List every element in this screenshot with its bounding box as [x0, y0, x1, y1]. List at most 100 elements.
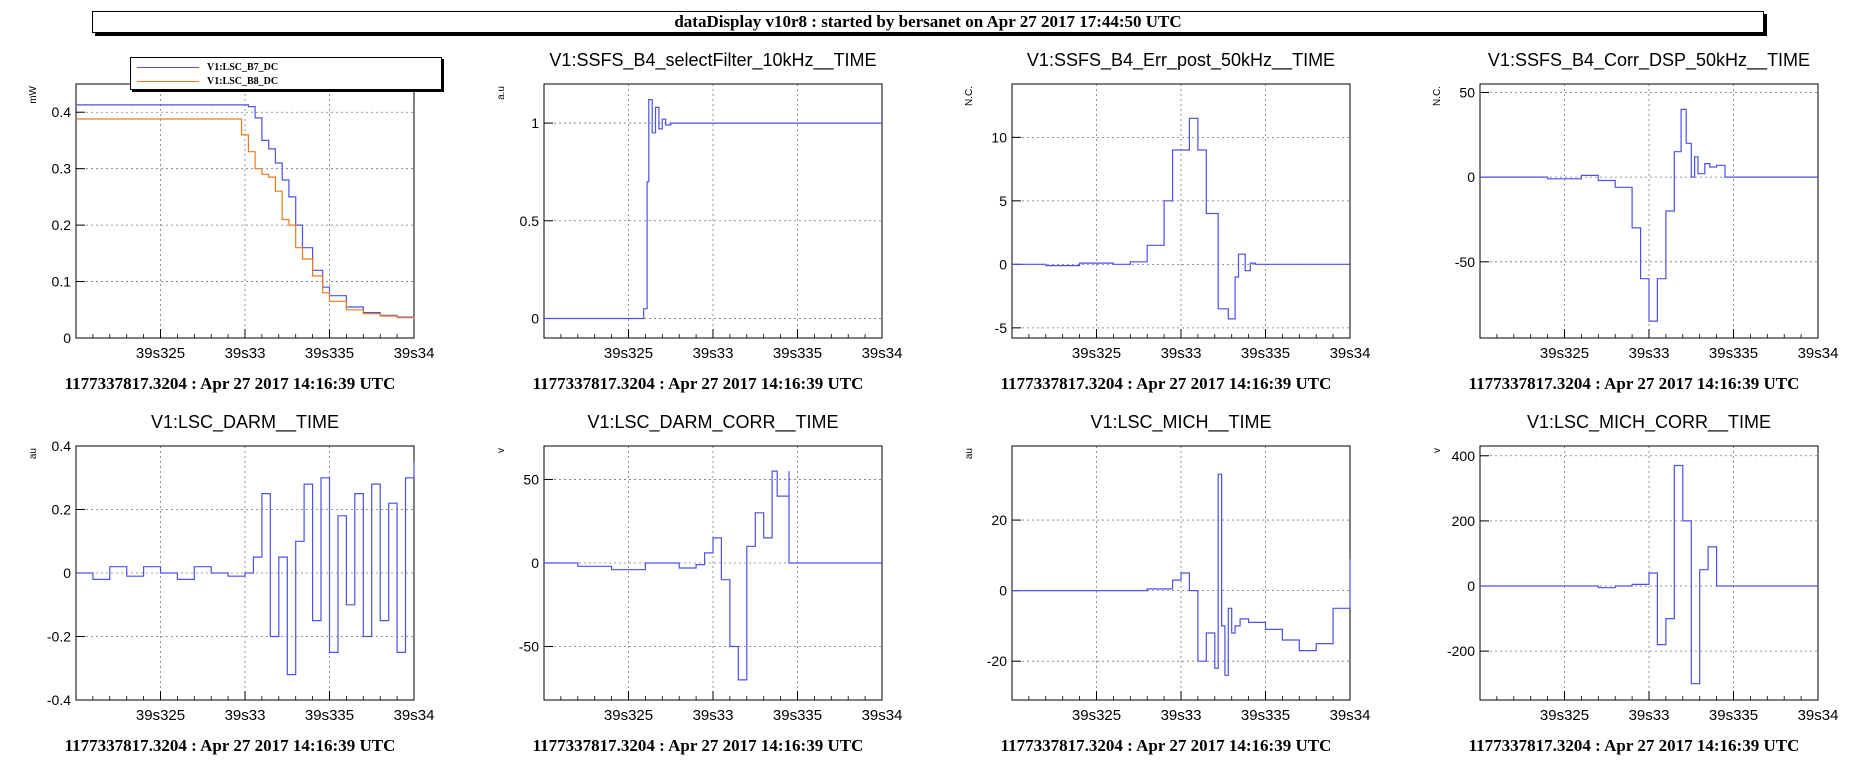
x-tick-label: 39s335: [1709, 345, 1758, 362]
y-tick-label: 0.2: [52, 217, 72, 233]
y-tick-label: -0.2: [47, 629, 71, 645]
series-line-1: [1012, 117, 1350, 320]
chart-panel-3: V1:SSFS_B4_Err_post_50kHz__TIME 39s325 39s…: [936, 50, 1396, 400]
chart-title: V1:LSC_MICH__TIME: [1090, 412, 1272, 432]
x-tick-label: 39s33: [693, 345, 734, 362]
legend-swatch: [137, 66, 199, 68]
x-tick-label: 39s335: [1709, 707, 1758, 724]
y-tick-label: 0: [63, 565, 71, 581]
chart-plot: 39s325 39s33 39s335 39s34 -0.4 -0.2 0 0.2 0.4 au: [28, 438, 435, 724]
x-tick-label: 39s34: [1798, 345, 1839, 362]
chart-plot: 39s325 39s33 39s335 39s34 0 0.1 0.2 0.3 0.4 mW: [28, 83, 435, 362]
series-line-1: [1012, 473, 1351, 676]
x-tick-label: 39s34: [394, 707, 435, 724]
y-tick-label: 0: [1467, 169, 1475, 185]
x-tick-label: 39s325: [136, 707, 185, 724]
chart-panel-2: V1:SSFS_B4_selectFilter_10kHz__TIME 39s32…: [468, 50, 928, 400]
y-tick-label: 0.1: [52, 274, 72, 290]
series-line-1: [544, 99, 882, 320]
y-tick-label: 200: [1452, 513, 1476, 529]
y-tick-label: 0: [531, 310, 539, 326]
timestamp-footer: 1177337817.3204 : Apr 27 2017 14:16:39 U…: [64, 374, 396, 393]
chart-plot: 39s325 39s33 39s335 39s34 -50 0 50 v: [496, 445, 903, 724]
legend-swatch: [137, 80, 199, 82]
y-tick-label: 20: [991, 512, 1007, 528]
chart-title: V1:SSFS_B4_Corr_DSP_50kHz__TIME: [1487, 50, 1811, 70]
y-tick-label: 0.5: [520, 213, 540, 229]
y-axis-label: v: [496, 448, 507, 453]
legend-entry: V1:LSC_B7_DC: [137, 60, 278, 74]
series-line-1: [1480, 464, 1818, 685]
y-tick-label: 10: [991, 129, 1007, 145]
x-tick-label: 39s33: [1629, 345, 1670, 362]
banner-title: dataDisplay v10r8 : started by bersanet …: [92, 11, 1764, 33]
y-tick-label: -20: [987, 653, 1007, 669]
y-tick-label: 0: [531, 555, 539, 571]
series-line-1: [544, 470, 882, 681]
x-tick-label: 39s335: [773, 707, 822, 724]
timestamp-footer: 1177337817.3204 : Apr 27 2017 14:16:39 U…: [1000, 374, 1332, 393]
y-tick-label: 0.4: [52, 104, 72, 120]
x-tick-label: 39s325: [1540, 707, 1589, 724]
timestamp-footer: 1177337817.3204 : Apr 27 2017 14:16:39 U…: [532, 374, 864, 393]
y-tick-label: -5: [995, 320, 1008, 336]
x-tick-label: 39s33: [1629, 707, 1670, 724]
chart-title: V1:SSFS_B4_selectFilter_10kHz__TIME: [549, 50, 877, 70]
chart-legend: V1:LSC_B7_DC V1:LSC_B8_DC: [130, 57, 442, 90]
chart-title: V1:LSC_MICH_CORR__TIME: [1526, 412, 1772, 432]
chart-panel-1: 39s325 39s33 39s335 39s34 0 0.1 0.2 0.3 0.4 mW 117…: [0, 50, 460, 400]
chart-plot: 39s325 39s33 39s335 39s34 -20 0 20 au: [964, 445, 1371, 724]
chart-plot: 39s325 39s33 39s335 39s34 -5 0 5 10 N.C.: [964, 83, 1370, 362]
y-tick-label: 0: [1467, 578, 1475, 594]
chart-title: V1:LSC_DARM_CORR__TIME: [587, 412, 839, 432]
legend-label: V1:LSC_B8_DC: [207, 75, 279, 87]
y-tick-label: 0.3: [52, 161, 72, 177]
timestamp-footer: 1177337817.3204 : Apr 27 2017 14:16:39 U…: [532, 736, 864, 755]
chart-panel-4: V1:SSFS_B4_Corr_DSP_50kHz__TIME 39s325 39s…: [1404, 50, 1854, 400]
x-tick-label: 39s34: [394, 345, 435, 362]
x-tick-label: 39s34: [1330, 707, 1371, 724]
chart-panel-7: V1:LSC_MICH__TIME 39s325 39s33 39s335 39s34 -…: [936, 412, 1396, 762]
series-line-1: [76, 461, 415, 676]
x-tick-label: 39s34: [1798, 707, 1839, 724]
x-tick-label: 39s325: [1540, 345, 1589, 362]
x-tick-label: 39s33: [693, 707, 734, 724]
x-tick-label: 39s325: [1072, 345, 1121, 362]
x-tick-label: 39s335: [1241, 345, 1290, 362]
x-tick-label: 39s325: [604, 707, 653, 724]
y-axis-label: au: [964, 448, 975, 459]
x-tick-label: 39s34: [862, 345, 903, 362]
chart-title: V1:SSFS_B4_Err_post_50kHz__TIME: [1026, 50, 1336, 70]
y-tick-label: 50: [523, 471, 539, 487]
x-tick-label: 39s34: [862, 707, 903, 724]
y-tick-label: 5: [999, 193, 1007, 209]
chart-plot: 39s325 39s33 39s335 39s34 -50 0 50 N.C.: [1432, 83, 1839, 362]
timestamp-footer: 1177337817.3204 : Apr 27 2017 14:16:39 U…: [1468, 374, 1800, 393]
y-axis-label: N.C.: [964, 86, 975, 106]
y-tick-label: 0.4: [52, 438, 72, 454]
x-tick-label: 39s335: [305, 707, 354, 724]
y-axis-label: au: [28, 448, 39, 459]
chart-plot: 39s325 39s33 39s335 39s34 0 0.5 1 a.u: [496, 83, 903, 362]
timestamp-footer: 1177337817.3204 : Apr 27 2017 14:16:39 U…: [64, 736, 396, 755]
chart-panel-5: V1:LSC_DARM__TIME 39s325 39s33 39s335 39s34 -…: [0, 412, 460, 762]
series-line-1: [1480, 108, 1818, 322]
x-tick-label: 39s325: [136, 345, 185, 362]
y-tick-label: 0: [999, 583, 1007, 599]
y-tick-label: 400: [1452, 448, 1476, 464]
x-tick-label: 39s33: [1161, 345, 1202, 362]
series-line-1: [76, 104, 415, 319]
series-line-2: [76, 118, 415, 319]
x-tick-label: 39s325: [1072, 707, 1121, 724]
legend-entry: V1:LSC_B8_DC: [137, 74, 278, 88]
x-tick-label: 39s325: [604, 345, 653, 362]
y-tick-label: 1: [531, 115, 539, 131]
timestamp-footer: 1177337817.3204 : Apr 27 2017 14:16:39 U…: [1468, 736, 1800, 755]
x-tick-label: 39s335: [305, 345, 354, 362]
y-tick-label: -0.4: [47, 692, 71, 708]
x-tick-label: 39s33: [225, 345, 266, 362]
x-tick-label: 39s33: [225, 707, 266, 724]
y-tick-label: -50: [519, 639, 539, 655]
y-axis-label: a.u: [496, 86, 507, 100]
y-tick-label: 0: [999, 256, 1007, 272]
